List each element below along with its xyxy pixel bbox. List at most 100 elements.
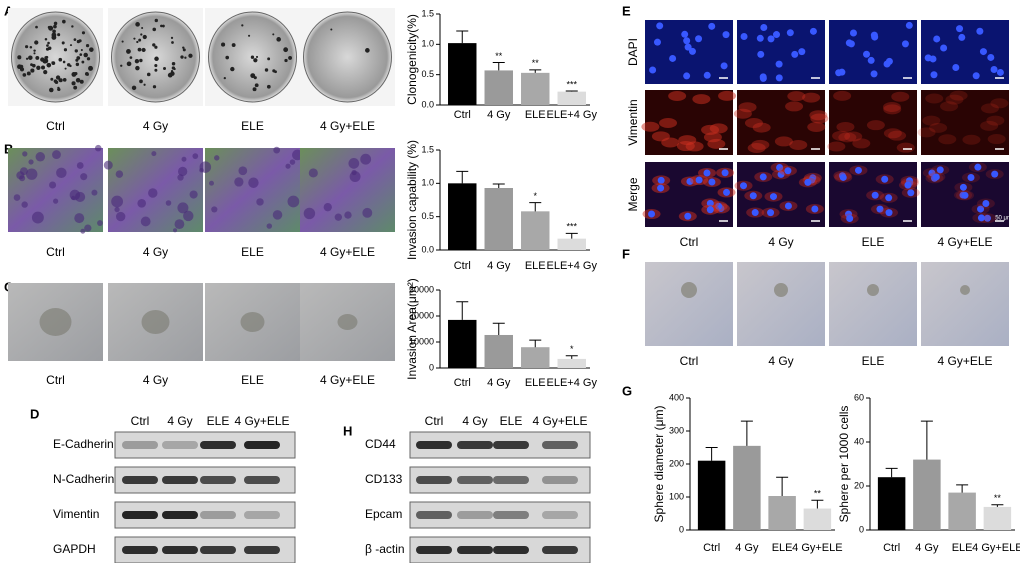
cell (962, 134, 981, 145)
band (200, 546, 236, 554)
colony (75, 62, 80, 67)
nucleus (708, 22, 716, 30)
colony (221, 42, 226, 47)
cell (661, 137, 680, 148)
nucleus (759, 74, 767, 82)
colony (63, 48, 68, 52)
condition-label: ELE (862, 235, 885, 249)
cell (360, 153, 372, 165)
bar (913, 459, 941, 530)
error-bar (991, 504, 1004, 507)
band (162, 511, 198, 519)
error-bar (885, 467, 898, 478)
colony (264, 68, 269, 72)
photo (829, 262, 917, 346)
colony (133, 37, 136, 40)
cell (334, 213, 343, 221)
colony (85, 43, 90, 48)
nucleus (932, 173, 940, 181)
y-tick-label: 1.5 (421, 8, 434, 18)
cell (738, 102, 757, 113)
y-axis-label: Invasion capability (%) (405, 140, 419, 260)
nucleus (653, 38, 661, 46)
cell (832, 130, 851, 141)
x-tick-label: ELE (525, 377, 546, 389)
nucleus (846, 215, 854, 223)
colony (81, 31, 86, 35)
y-tick-label: 1.5 (421, 144, 434, 154)
cell (174, 219, 185, 230)
cell (238, 166, 248, 176)
cell (348, 158, 360, 169)
condition-label: Ctrl (680, 354, 699, 368)
spheroid (240, 312, 265, 332)
colony (184, 56, 187, 59)
nucleus (885, 194, 893, 202)
cell (52, 150, 61, 159)
colony (58, 79, 61, 82)
y-tick-label: 0.0 (421, 99, 434, 109)
error-bar (456, 170, 469, 184)
nucleus (977, 214, 985, 222)
cell (774, 136, 793, 147)
bar (557, 91, 586, 105)
colony (141, 47, 146, 53)
sphere (774, 283, 788, 297)
cell (177, 166, 188, 177)
bar (484, 70, 513, 105)
nucleus (669, 54, 677, 62)
error-bar (776, 476, 789, 497)
nucleus (809, 27, 817, 35)
nucleus (907, 189, 915, 197)
x-tick-label: ELE (525, 260, 546, 272)
lane-label: 4 Gy+ELE (234, 414, 289, 428)
cell (987, 134, 1006, 145)
cell (323, 203, 332, 212)
colony (30, 68, 35, 73)
spheroid (141, 310, 170, 334)
colony (170, 36, 174, 40)
error-bar (529, 202, 542, 212)
cell (256, 198, 264, 206)
band (542, 476, 578, 484)
cell (211, 206, 218, 213)
nucleus (721, 169, 729, 177)
colony (33, 49, 36, 52)
cell (234, 177, 244, 187)
colony (88, 65, 93, 71)
nucleus (767, 209, 775, 217)
sphere (867, 284, 879, 296)
colony (231, 43, 236, 47)
nucleus (849, 29, 857, 37)
colony (140, 33, 143, 36)
cell (214, 155, 220, 161)
cell (76, 162, 84, 169)
colony (76, 56, 81, 60)
condition-label: 4 Gy (768, 235, 793, 249)
cell (165, 200, 172, 206)
colony (288, 55, 293, 60)
cell (659, 118, 678, 129)
cell (747, 142, 766, 153)
error-bar (565, 355, 578, 359)
nucleus (683, 37, 691, 45)
sphere (681, 282, 697, 298)
colony (44, 38, 48, 41)
nucleus (784, 202, 792, 210)
cell (838, 132, 857, 143)
cell (929, 122, 948, 133)
cell (744, 118, 763, 129)
x-tick-label: Ctrl (454, 109, 471, 121)
cell (980, 103, 999, 114)
cell (789, 139, 808, 150)
cell (289, 159, 296, 165)
error-bar (956, 484, 969, 493)
colony (34, 40, 39, 45)
cell (692, 94, 711, 105)
photo (921, 262, 1009, 346)
colony (137, 47, 142, 52)
nucleus (976, 27, 984, 35)
nucleus (811, 205, 819, 213)
cell (26, 168, 38, 180)
nucleus (845, 39, 853, 47)
